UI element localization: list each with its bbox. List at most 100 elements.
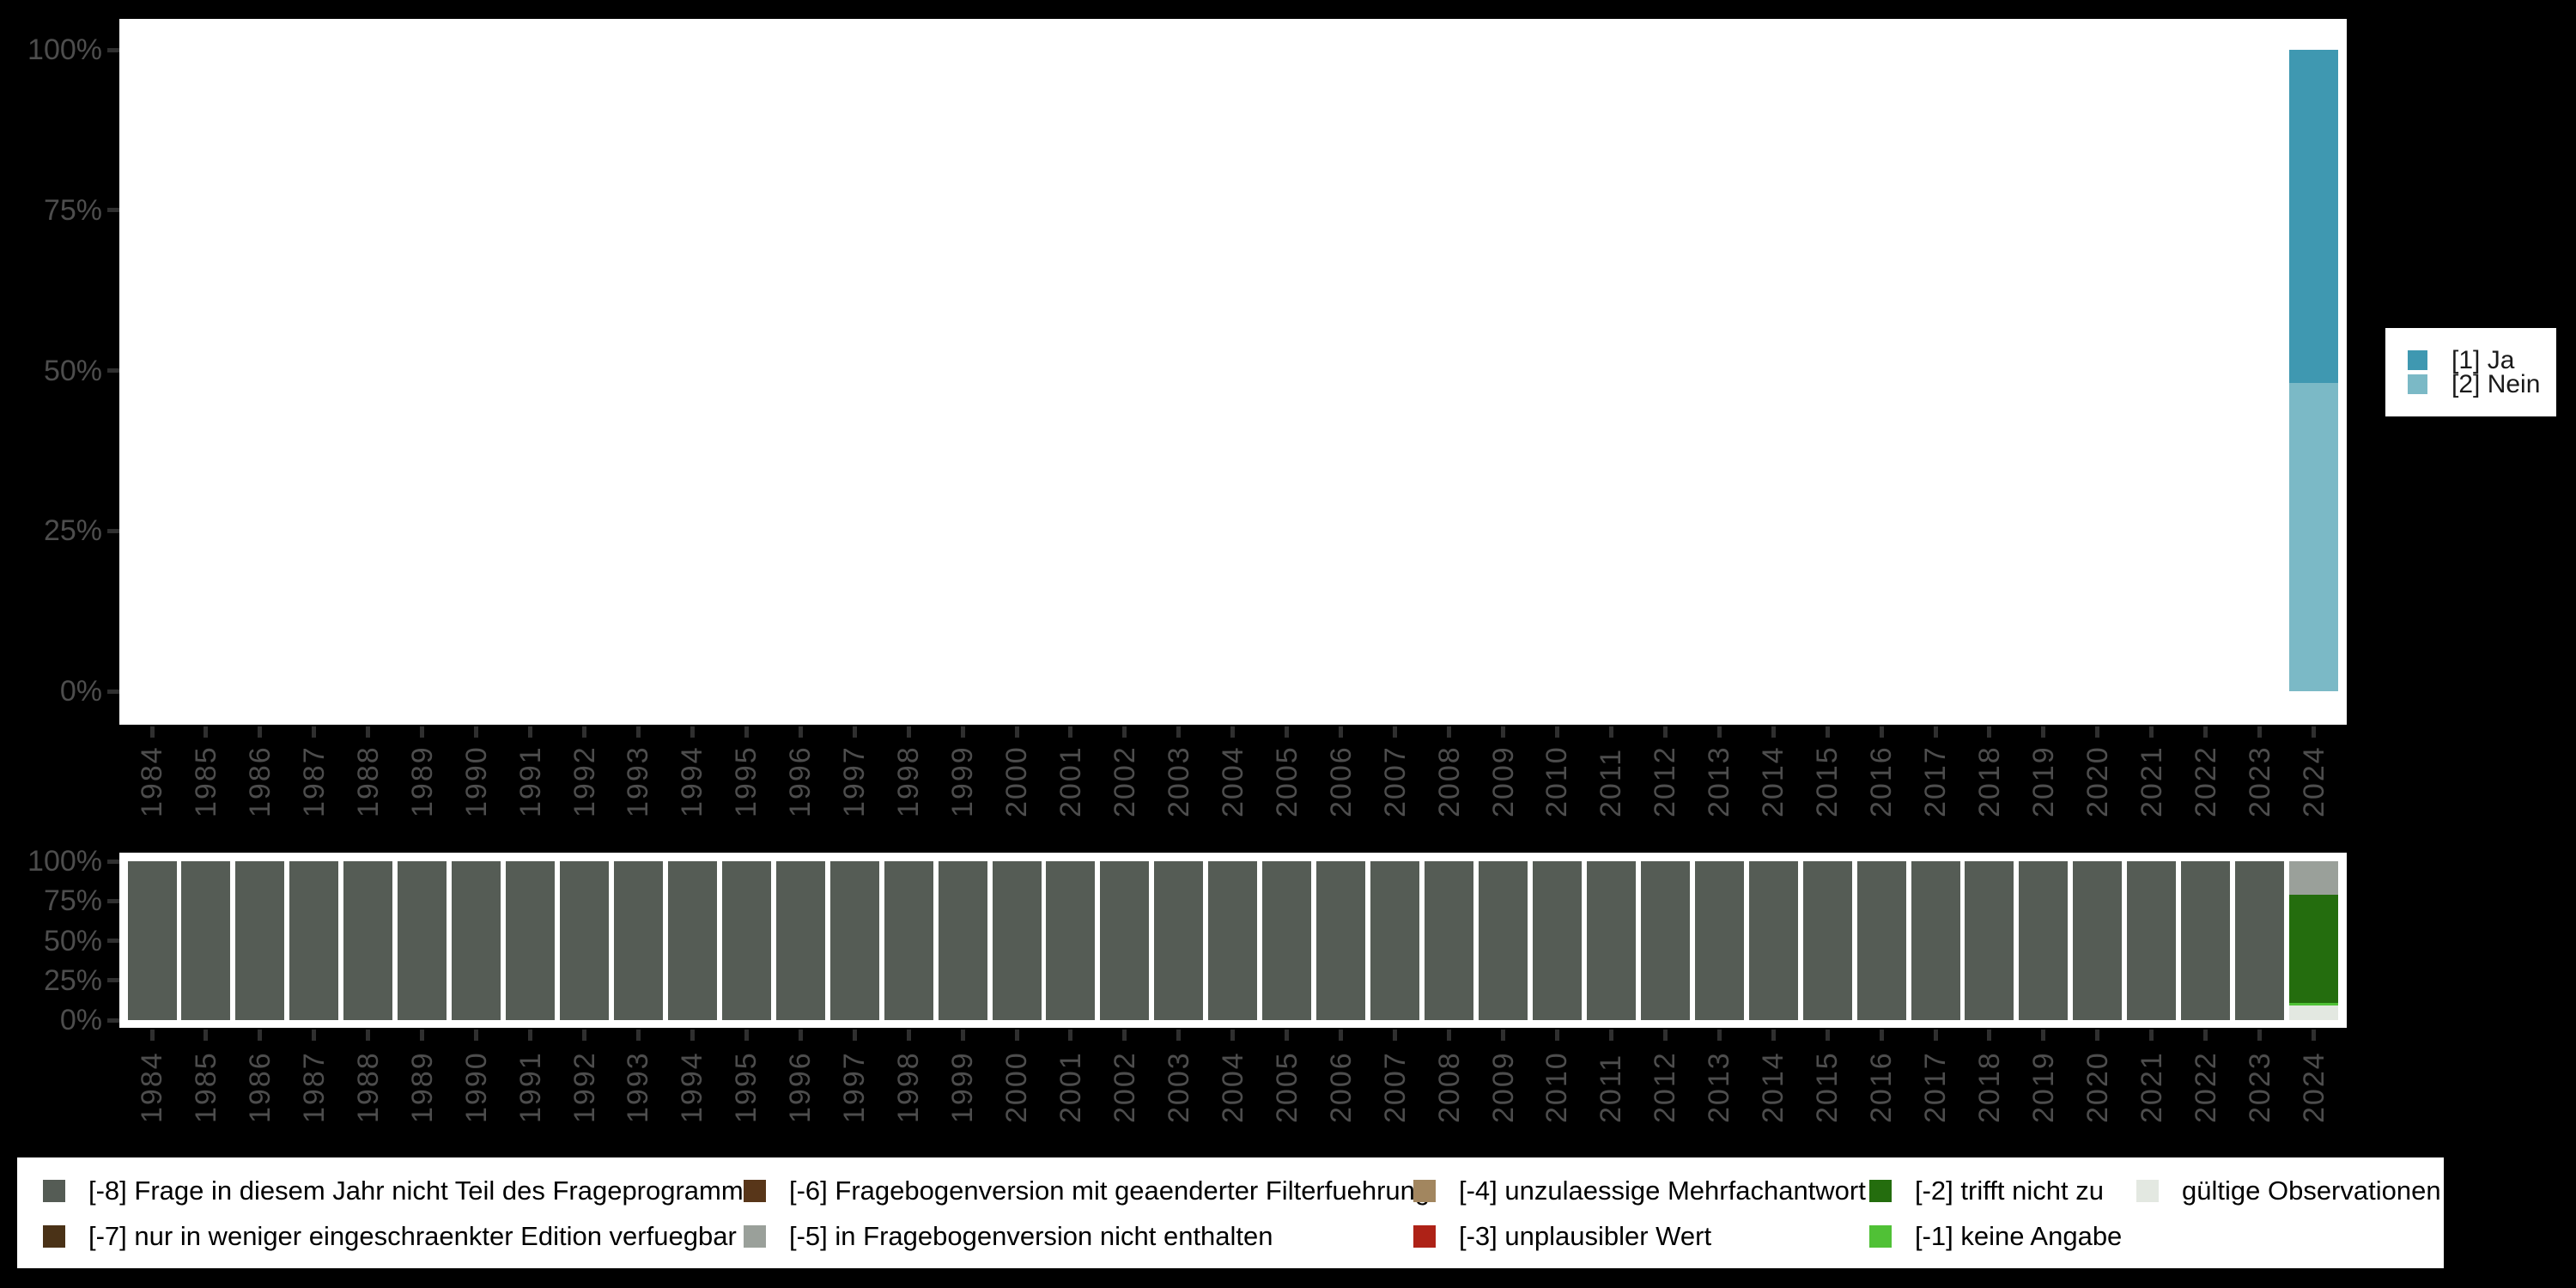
x-axis-tick xyxy=(1771,1030,1776,1041)
bar-segment-m8 xyxy=(1316,861,1366,1020)
x-tick-label: 1997 xyxy=(838,745,872,817)
bar-segment-m8 xyxy=(829,861,879,1020)
x-tick-label: 2016 xyxy=(1865,745,1899,817)
bar-segment-m8 xyxy=(2127,861,2177,1020)
x-axis-tick xyxy=(1825,726,1830,738)
legend-label: gültige Observationen xyxy=(2182,1176,2441,1206)
x-axis-tick xyxy=(1014,726,1019,738)
x-tick-label: 2012 xyxy=(1649,1051,1682,1123)
x-axis-tick xyxy=(1122,726,1127,738)
x-tick-label: 2009 xyxy=(1486,745,1520,817)
x-tick-label: 1985 xyxy=(189,745,222,817)
x-tick-label: 2004 xyxy=(1216,1051,1249,1123)
legend-swatch-valid xyxy=(2136,1180,2159,1202)
x-axis-tick xyxy=(420,726,425,738)
x-tick-label: 2012 xyxy=(1649,745,1682,817)
x-axis-tick xyxy=(1285,1030,1290,1041)
x-axis-tick xyxy=(744,1030,749,1041)
top-plot-panel xyxy=(119,19,2347,725)
x-axis-tick xyxy=(312,726,317,738)
bar-segment-m8 xyxy=(667,861,717,1020)
x-axis-tick xyxy=(1014,1030,1019,1041)
legend-label: [1] Ja xyxy=(2451,345,2515,374)
x-tick-label: 1993 xyxy=(622,745,655,817)
x-tick-label: 2021 xyxy=(2135,745,2168,817)
x-axis-tick xyxy=(852,1030,857,1041)
x-tick-label: 2019 xyxy=(2026,1051,2060,1123)
x-axis-tick xyxy=(1987,1030,1992,1041)
bar-segment-m8 xyxy=(613,861,663,1020)
x-axis-tick xyxy=(798,1030,803,1041)
x-tick-label: 1995 xyxy=(730,1051,763,1123)
x-axis-tick xyxy=(1608,1030,1613,1041)
x-axis-tick xyxy=(1987,726,1992,738)
bar-segment-m8 xyxy=(1208,861,1258,1020)
bar-segment-m8 xyxy=(127,861,177,1020)
legend-swatch-m8 xyxy=(43,1180,65,1202)
bar-segment-m8 xyxy=(992,861,1042,1020)
x-axis-tick xyxy=(2095,1030,2100,1041)
x-axis-tick xyxy=(2149,726,2154,738)
y-tick-label: 25% xyxy=(43,963,102,997)
x-axis-tick xyxy=(204,1030,209,1041)
y-tick-label: 100% xyxy=(27,845,102,878)
x-tick-label: 1991 xyxy=(513,1051,547,1123)
y-tick-label: 25% xyxy=(43,514,102,548)
legend-swatch-m3 xyxy=(1413,1225,1436,1248)
x-axis-tick xyxy=(1230,726,1236,738)
x-tick-label: 2018 xyxy=(1972,745,2006,817)
x-tick-label: 2023 xyxy=(2243,745,2276,817)
x-tick-label: 2003 xyxy=(1162,1051,1195,1123)
bar-segment-m8 xyxy=(1532,861,1582,1020)
x-axis-tick xyxy=(1662,1030,1668,1041)
y-axis-tick xyxy=(107,898,119,903)
x-axis-tick xyxy=(1285,726,1290,738)
legend-label: [-1] keine Angabe xyxy=(1915,1221,2123,1251)
x-tick-label: 1988 xyxy=(351,745,385,817)
y-axis-tick xyxy=(107,208,119,213)
bar-segment-m8 xyxy=(452,861,501,1020)
bar-segment-m8 xyxy=(343,861,393,1020)
y-tick-label: 50% xyxy=(43,924,102,957)
bar-segment-m8 xyxy=(1802,861,1852,1020)
x-axis-tick xyxy=(582,1030,587,1041)
x-tick-label: 1999 xyxy=(946,1051,980,1123)
right-legend-entry: [1] Ja xyxy=(2408,346,2514,374)
x-axis-tick xyxy=(1716,1030,1722,1041)
x-tick-label: 2008 xyxy=(1432,745,1466,817)
bar-segment-m8 xyxy=(1479,861,1528,1020)
x-tick-label: 2022 xyxy=(2189,745,2222,817)
legend-swatch-m4 xyxy=(1413,1180,1436,1202)
x-axis-tick xyxy=(2257,1030,2263,1041)
x-axis-tick xyxy=(582,726,587,738)
y-tick-label: 0% xyxy=(59,1004,102,1036)
bottom-legend-entry: [-8] Frage in diesem Jahr nicht Teil des… xyxy=(43,1176,756,1206)
x-axis-tick xyxy=(1447,1030,1452,1041)
x-tick-label: 2000 xyxy=(1000,745,1034,817)
bar-segment-valid xyxy=(2289,1005,2339,1020)
x-tick-label: 2022 xyxy=(2189,1051,2222,1123)
x-tick-label: 2020 xyxy=(2081,745,2114,817)
legend-label: [-7] nur in weniger eingeschraenkter Edi… xyxy=(88,1221,737,1251)
x-axis-tick xyxy=(149,1030,155,1041)
x-axis-tick xyxy=(690,1030,695,1041)
y-axis-tick xyxy=(107,47,119,52)
x-tick-label: 2013 xyxy=(1703,745,1736,817)
x-tick-label: 2013 xyxy=(1703,1051,1736,1123)
legend-label: [-2] trifft nicht zu xyxy=(1915,1176,2104,1206)
y-tick-label: 100% xyxy=(27,33,102,66)
x-tick-label: 1989 xyxy=(405,745,439,817)
x-tick-label: 2006 xyxy=(1324,745,1358,817)
bar-segment-m8 xyxy=(1425,861,1474,1020)
x-tick-label: 1990 xyxy=(459,1051,493,1123)
bar-segment-m8 xyxy=(235,861,285,1020)
x-tick-label: 2007 xyxy=(1378,745,1412,817)
y-axis-tick xyxy=(107,689,119,694)
bar-segment-m8 xyxy=(2019,861,2069,1020)
x-axis-tick xyxy=(2149,1030,2154,1041)
x-axis-tick xyxy=(2203,726,2208,738)
x-axis-tick xyxy=(1554,726,1559,738)
y-tick-label: 50% xyxy=(43,354,102,387)
bar-segment-m8 xyxy=(1748,861,1798,1020)
legend-swatch-ja xyxy=(2408,350,2427,370)
